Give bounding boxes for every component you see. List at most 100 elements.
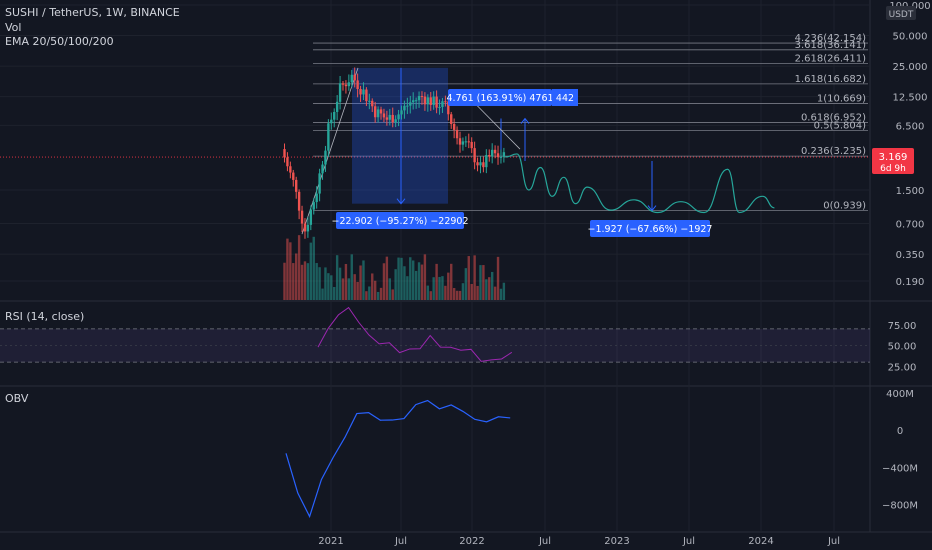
price-tick-label: 12.500 [893, 93, 928, 104]
axes: 100.00050.00025.00012.5006.5001.5000.700… [318, 1, 930, 547]
rsi-tick-label: 25.00 [888, 362, 917, 373]
candle-body [417, 96, 421, 101]
volume-bar [295, 253, 298, 300]
volume-bar [482, 265, 485, 300]
fib-level-label: 0.236(3.235) [801, 146, 866, 157]
candle-body [496, 153, 500, 158]
candle-body [353, 74, 356, 81]
volume-bar [359, 265, 362, 300]
candle-body [429, 97, 432, 105]
obv-tick-label: 0 [897, 426, 903, 437]
currency-badge-bg [886, 6, 916, 20]
candle-body [406, 105, 409, 107]
volume-bar [467, 256, 470, 300]
candle-body [373, 106, 377, 118]
volume-bar [417, 262, 421, 300]
candle-body [303, 223, 307, 232]
candle-body [341, 83, 345, 85]
trend-line [301, 67, 359, 235]
volume-bar [406, 276, 409, 300]
measure-label-rise-bg [448, 89, 552, 106]
candle-body [485, 155, 488, 168]
volume-bar [283, 262, 286, 300]
fibonacci-levels: 4.236(42.154)3.618(36.141) 2.618(26.411) 1… [0, 33, 870, 212]
volume-bar [397, 257, 400, 300]
candle-body [300, 210, 304, 224]
symbol-title[interactable]: SUSHI / TetherUS, 1W, BINANCE [5, 6, 180, 19]
volume-bar [312, 236, 315, 300]
obv-legend[interactable]: OBV [5, 392, 29, 405]
volume-bar [420, 264, 424, 300]
volume-bar [324, 267, 327, 300]
candle-body [397, 114, 400, 120]
volume-bar [485, 279, 488, 300]
candle-body [321, 164, 324, 174]
volume-bar [400, 257, 403, 300]
rsi-legend[interactable]: RSI (14, close) [5, 310, 85, 323]
volume-bar [309, 242, 313, 300]
volume-bar [438, 276, 441, 300]
volume-bar [394, 269, 397, 300]
volume-bar [414, 270, 418, 300]
measure-label-drop-bg [336, 212, 464, 229]
candle-body [394, 119, 397, 123]
volume-bar [321, 288, 324, 300]
candle-body [327, 123, 330, 151]
fib-level-label: 3.618(36.141) [795, 40, 867, 51]
time-tick-label: Jul [827, 536, 840, 547]
volume-bar [379, 287, 383, 300]
price-tick-label: 25.000 [893, 62, 928, 73]
candle-body [441, 101, 444, 107]
candle-body [391, 114, 394, 123]
candle-body [385, 117, 389, 120]
price-tick-label: 0.700 [896, 220, 925, 231]
volume-bar [476, 285, 479, 300]
measure-arrow-head [647, 205, 657, 212]
measure-arrow-head [396, 198, 406, 205]
ema-legend[interactable]: EMA 20/50/100/200 [5, 35, 114, 48]
volume-bar [496, 256, 500, 300]
obv-pane [285, 399, 511, 519]
volume-bar [499, 288, 503, 300]
candle-body [493, 149, 497, 154]
volume-bar [388, 278, 391, 300]
volume-bar [344, 263, 348, 300]
volume-legend[interactable]: Vol [5, 21, 22, 34]
measure-label-partial-bg [552, 89, 578, 106]
fib-level-label: 2.618(26.411) [795, 54, 867, 65]
time-tick-label: 2023 [604, 536, 629, 547]
volume-bar [292, 263, 295, 300]
rsi-tick-label: 50.00 [888, 342, 917, 353]
volume-bar [470, 284, 473, 300]
candle-body [499, 156, 503, 158]
price-tick-label: 6.500 [896, 121, 925, 132]
candle-body [324, 150, 327, 165]
volume-bar [493, 286, 497, 300]
candle-body [473, 148, 476, 163]
projection-path [505, 153, 775, 214]
volume-bar [391, 289, 394, 300]
fib-level-label: 0(0.939) [823, 201, 866, 212]
candle-body [452, 123, 456, 130]
candle-body [371, 100, 374, 107]
volume-bar [365, 291, 368, 300]
candle-body [444, 101, 447, 103]
candle-body [479, 162, 482, 166]
volume-bar [371, 273, 374, 300]
volume-bar [464, 268, 468, 300]
time-tick-label: 2021 [318, 536, 343, 547]
volume-bar [458, 290, 462, 300]
candlesticks [283, 67, 506, 239]
volume-bar [435, 263, 438, 300]
candle-body [318, 173, 321, 194]
volume-bar [444, 285, 447, 300]
candle-body [368, 100, 371, 102]
candle-body [423, 96, 427, 105]
volume-bar [490, 271, 494, 300]
volume-bar [423, 254, 427, 300]
volume-bar [412, 260, 415, 300]
fib-level-label: 0.5(5.804) [814, 120, 866, 131]
volume-bar [338, 267, 342, 300]
candle-body [376, 109, 380, 118]
